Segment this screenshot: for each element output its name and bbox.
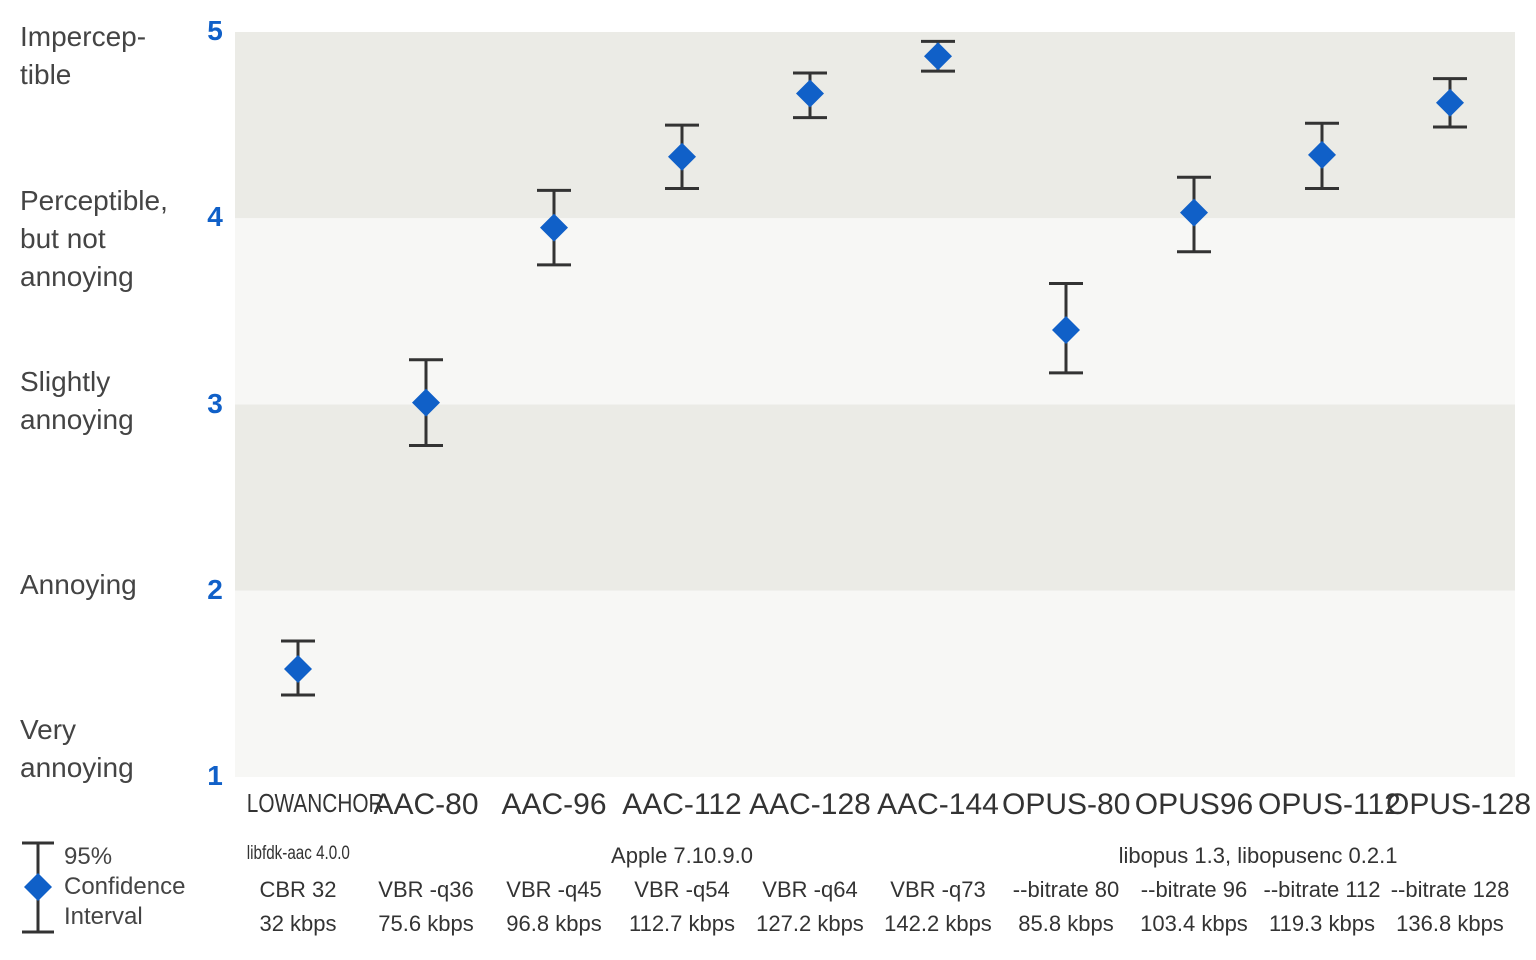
- encoder-setting-label: VBR -q64: [762, 877, 858, 902]
- mean-marker-3: [668, 142, 696, 171]
- quality-label-perceptible: Perceptible, but not annoying: [20, 185, 168, 292]
- encoder-setting-label: CBR 32: [259, 877, 337, 902]
- y-tick-label: 2: [207, 573, 223, 605]
- bitrate-label: 112.7 kbps: [628, 911, 735, 936]
- legend-label: 95% Confidence Interval: [64, 843, 186, 930]
- encoder-setting-label: VBR -q36: [378, 877, 474, 902]
- quality-label-imperceptible: Impercep- tible: [20, 21, 147, 90]
- quality-label-very-annoying: Very annoying: [20, 714, 134, 783]
- category-label: AAC-144: [877, 788, 999, 821]
- mean-marker-5: [924, 42, 952, 71]
- mean-marker-8: [1308, 140, 1336, 169]
- category-label: OPUS-112: [1258, 788, 1401, 821]
- encoder-group-label: Apple 7.10.9.0: [611, 843, 753, 868]
- bitrate-label: 32 kbps: [259, 911, 337, 936]
- encoder-setting-label: --bitrate 128: [1390, 877, 1510, 902]
- band-0: [235, 32, 1515, 219]
- mean-marker-7: [1180, 198, 1208, 227]
- band-2: [235, 404, 1515, 591]
- bitrate-label: 75.6 kbps: [378, 911, 474, 936]
- bitrate-label: 103.4 kbps: [1140, 911, 1248, 936]
- encoder-group-label: libopus 1.3, libopusenc 0.2.1: [1118, 843, 1398, 868]
- y-tick-label: 1: [207, 760, 223, 791]
- y-tick-label: 3: [207, 387, 223, 419]
- mean-markers: [284, 42, 1464, 683]
- category-label: OPUS96: [1134, 788, 1254, 821]
- background-bands: [235, 32, 1515, 777]
- bitrate-label: 136.8 kbps: [1396, 911, 1504, 936]
- encoder-setting-label: VBR -q54: [634, 877, 730, 902]
- legend-errorbar-icon: [22, 841, 54, 934]
- mean-marker-9: [1436, 88, 1464, 117]
- category-label: AAC-112: [622, 788, 742, 821]
- quality-label-slightly-annoying: Slightly annoying: [20, 366, 134, 435]
- mean-marker-2: [540, 213, 568, 242]
- encoder-group-label: libfdk-aac 4.0.0: [246, 843, 350, 864]
- bitrate-label: 127.2 kbps: [756, 911, 864, 936]
- category-label: AAC-80: [373, 788, 479, 821]
- mean-marker-0: [284, 654, 312, 683]
- y-tick-label: 5: [207, 15, 223, 46]
- band-1: [235, 218, 1515, 405]
- mean-marker-4: [796, 79, 824, 108]
- encoder-setting-label: --bitrate 112: [1263, 877, 1381, 902]
- legend-diamond: [24, 873, 52, 901]
- bitrate-label: 96.8 kbps: [506, 911, 602, 936]
- encoder-setting-label: VBR -q45: [506, 877, 602, 902]
- bitrate-label: 85.8 kbps: [1018, 911, 1114, 936]
- category-label: LOWANCHOR: [246, 788, 384, 818]
- quality-label-annoying: Annoying: [20, 569, 137, 600]
- bitrate-label: 142.2 kbps: [884, 911, 992, 936]
- category-label: AAC-96: [501, 788, 607, 821]
- encoder-setting-label: --bitrate 96: [1140, 877, 1248, 902]
- encoder-setting-label: --bitrate 80: [1012, 877, 1120, 902]
- category-label: OPUS-80: [1002, 788, 1131, 821]
- category-label: AAC-128: [749, 788, 871, 821]
- mean-marker-1: [412, 388, 440, 417]
- encoder-setting-label: VBR -q73: [890, 877, 986, 902]
- bitrate-label: 119.3 kbps: [1268, 911, 1375, 936]
- mean-marker-6: [1052, 316, 1080, 344]
- category-label: OPUS-128: [1386, 788, 1532, 821]
- y-tick-label: 4: [207, 201, 223, 233]
- band-3: [235, 590, 1515, 777]
